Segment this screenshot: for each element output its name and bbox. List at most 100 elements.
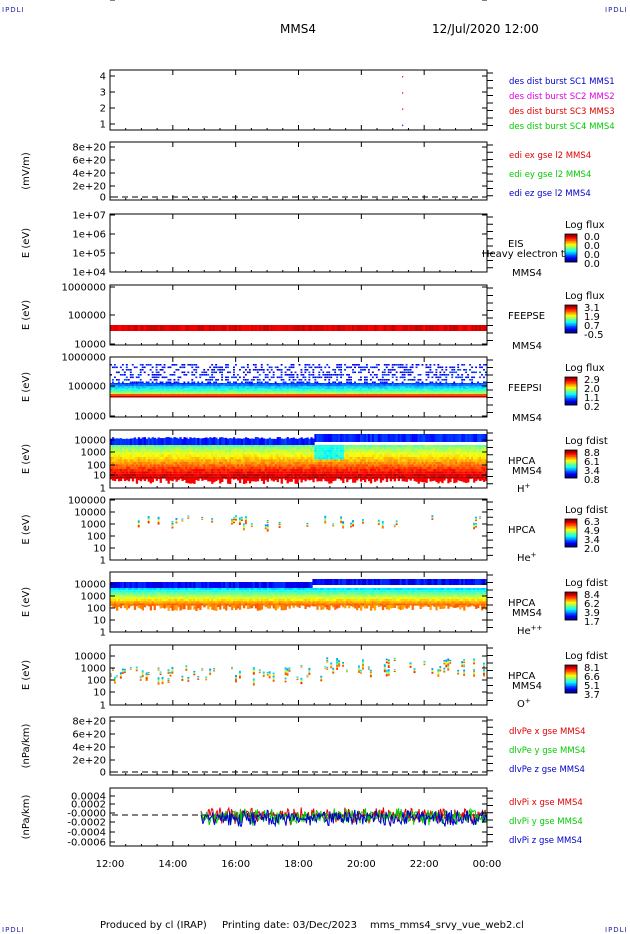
spectrogram-cell (165, 386, 168, 388)
spectrogram-cell (363, 381, 366, 384)
spectrogram-cell (348, 387, 351, 390)
spectrogram-cell (185, 391, 188, 393)
spectrogram-cell (387, 374, 390, 376)
spectrogram-cell (250, 387, 254, 390)
spectrogram-cell (252, 387, 256, 390)
spectrogram-cell (213, 325, 216, 331)
y-tick-label: 4 (100, 72, 106, 83)
spectrogram-cell (242, 387, 246, 390)
spectrogram-cell (363, 386, 367, 388)
spectrogram-cell (227, 364, 229, 366)
spectrogram-cell (242, 396, 246, 398)
spectrogram-cell (209, 394, 212, 396)
spectrogram-cell (175, 384, 178, 387)
spectrogram-cell (286, 325, 289, 331)
spectrogram-cell (113, 325, 117, 331)
y-tick-label: 0 (100, 193, 106, 204)
spectrogram-cell (316, 381, 319, 384)
spectrogram-cell (110, 387, 113, 390)
spectrogram-cell (175, 391, 178, 393)
spectrogram-cell (248, 396, 252, 398)
spectrogram-cell (191, 371, 194, 374)
spectrogram-cell (314, 386, 317, 388)
spectrogram-cell (129, 374, 132, 376)
spectrogram-cell (159, 389, 162, 391)
spectrogram-cell (459, 325, 462, 331)
spectrogram-cell (151, 376, 154, 379)
spectrogram-cell (123, 387, 127, 390)
spectrogram-cell (242, 394, 246, 396)
spectrogram-cell (332, 392, 335, 395)
spectrogram-cell (115, 396, 119, 398)
spectrogram-cell (485, 325, 488, 331)
spectrogram-cell (377, 369, 380, 371)
spectrogram-cell (197, 381, 200, 384)
spectrogram-cell (272, 389, 275, 391)
spectrogram-cell (373, 389, 377, 391)
spectrogram-cell (358, 389, 361, 391)
spectrogram-cell (385, 387, 389, 390)
spectrogram-cell (358, 364, 360, 366)
spectrogram-cell (177, 369, 180, 371)
spectrogram-cell (268, 325, 272, 331)
spectrogram-cell (157, 376, 160, 379)
spectrogram-cell (360, 376, 362, 379)
spectrogram-cell (240, 384, 244, 387)
spectrogram-cell (161, 392, 164, 395)
spectrogram-cell (213, 389, 216, 391)
spectrogram-cell (201, 396, 204, 398)
spectrogram-cell (262, 379, 265, 381)
spectrogram-cell (310, 374, 313, 376)
spectrogram-cell (308, 379, 311, 381)
spectrogram-cell (262, 371, 265, 374)
spectrogram-cell (147, 391, 150, 393)
spectrogram-cell (191, 383, 194, 385)
spectrogram-cell (302, 386, 305, 388)
spectrogram-cell (153, 383, 156, 385)
spectrogram-cell (197, 384, 200, 387)
spectrogram-cell (268, 391, 272, 393)
spectrogram-cell (157, 394, 160, 396)
spectrogram-cell (195, 384, 198, 387)
spectrogram-cell (278, 396, 281, 398)
spectrogram-cell (306, 394, 309, 396)
spectrogram-cell (363, 391, 367, 393)
spectrogram-cell (300, 394, 303, 396)
spectrogram-cell (197, 389, 200, 391)
spectrogram-cell (181, 325, 184, 331)
spectrogram-cell (326, 386, 329, 388)
spectrogram-cell (183, 374, 186, 376)
spectrogram-cell (155, 394, 158, 396)
spectrogram-cell (288, 383, 291, 385)
spectrogram-cell (157, 396, 160, 398)
spectrogram-cell (119, 374, 122, 376)
spectrogram-cell (252, 396, 256, 398)
spectrogram-cell (354, 383, 357, 385)
spectrogram-cell (346, 383, 349, 385)
spectrogram-cell (367, 389, 371, 391)
spectrogram-cell (151, 396, 154, 398)
spectrogram-cell (252, 392, 256, 395)
spectrogram-cell (258, 392, 262, 395)
spectrogram-cell (266, 369, 269, 371)
spectrogram-cell (129, 387, 133, 390)
spectrogram-cell (354, 389, 357, 391)
y-tick-label: 1e+21 (72, 0, 106, 3)
spectrogram-cell (340, 394, 343, 396)
spectrogram-cell (262, 383, 266, 385)
spectrogram-cell (334, 389, 337, 391)
spectrogram-cell (131, 364, 134, 366)
spectrogram-cell (342, 396, 345, 398)
spectrogram-cell (159, 384, 162, 387)
colorbar-segment (565, 249, 577, 252)
spectrogram-cell (306, 386, 309, 388)
spectrogram-cell (379, 325, 383, 331)
spectrogram-cell (189, 391, 192, 393)
spectrogram-cell (207, 392, 210, 395)
spectrogram-cell (361, 389, 365, 391)
spectrogram-cell (290, 391, 293, 393)
spectrogram-cell (367, 386, 371, 388)
spectrogram-cell (306, 389, 309, 391)
spectrogram-cell (282, 383, 285, 385)
